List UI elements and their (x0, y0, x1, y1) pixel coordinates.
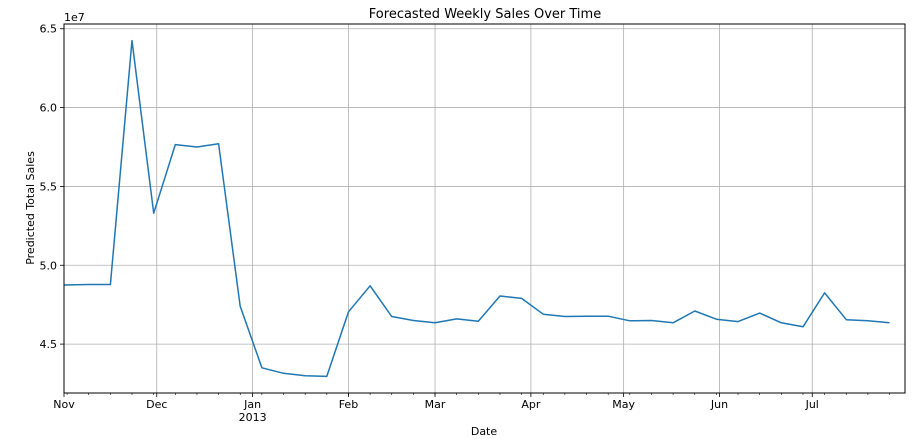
x-tick-label: Jul (805, 398, 819, 411)
grid (63, 24, 905, 393)
x-tick-label: Mar (425, 398, 446, 411)
x-tick-label: May (612, 398, 635, 411)
x-tick-sublabel: 2013 (239, 411, 267, 424)
y-scale-label: 1e7 (64, 11, 85, 24)
x-tick-label: Nov (53, 398, 75, 411)
plot-frame (63, 23, 906, 394)
x-tick-label: Jan (243, 398, 261, 411)
y-tick-label: 6.0 (40, 102, 58, 115)
series-line (63, 39, 890, 378)
y-axis: 4.5 5.0 5.5 6.0 6.5 (40, 23, 64, 351)
x-tick-label: Dec (146, 398, 167, 411)
x-tick-label: Jun (710, 398, 728, 411)
y-tick-label: 5.5 (40, 180, 58, 193)
chart-title: Forecasted Weekly Sales Over Time (369, 7, 601, 22)
x-tick-label: Apr (521, 398, 541, 411)
x-axis-label: Date (471, 425, 498, 438)
x-tick-label: Feb (339, 398, 358, 411)
y-axis-label: Predicted Total Sales (24, 151, 37, 265)
y-tick-label: 4.5 (40, 338, 58, 351)
y-tick-label: 6.5 (40, 23, 58, 36)
series-layer (63, 39, 890, 378)
y-tick-label: 5.0 (40, 259, 58, 272)
